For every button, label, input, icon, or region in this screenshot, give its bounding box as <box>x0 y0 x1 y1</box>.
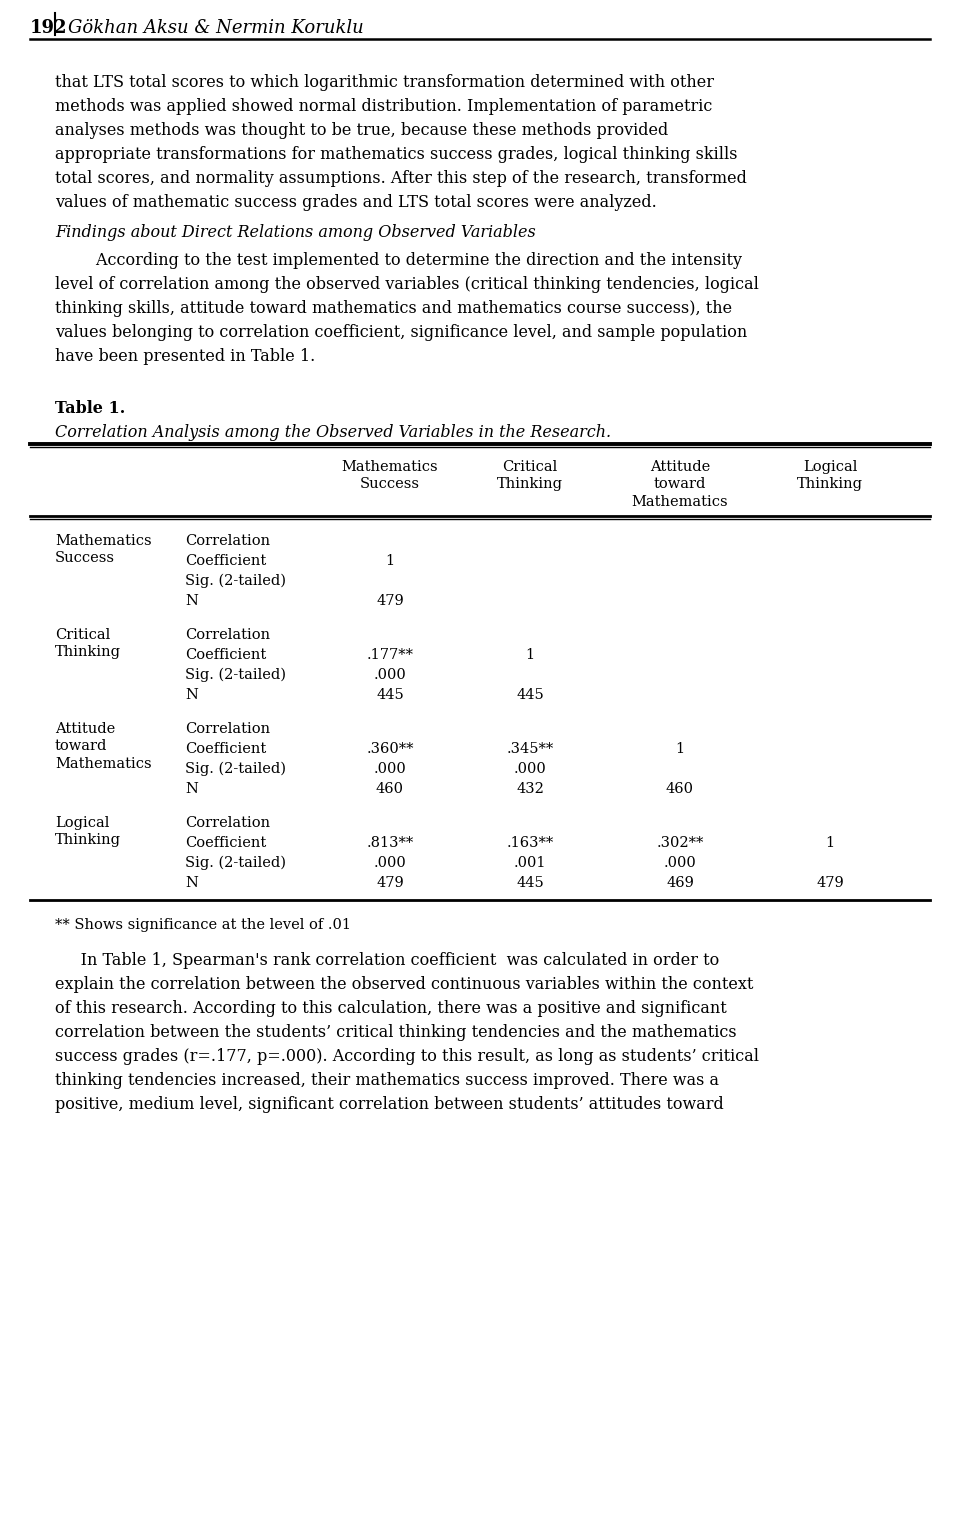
Text: Sig. (2-tailed): Sig. (2-tailed) <box>185 668 286 682</box>
Text: 192: 192 <box>30 18 67 37</box>
Text: Sig. (2-tailed): Sig. (2-tailed) <box>185 762 286 776</box>
Text: total scores, and normality assumptions. After this step of the research, transf: total scores, and normality assumptions.… <box>55 169 747 188</box>
Text: .000: .000 <box>663 856 696 870</box>
Text: .000: .000 <box>373 668 406 682</box>
Text: 479: 479 <box>376 876 404 890</box>
Text: positive, medium level, significant correlation between students’ attitudes towa: positive, medium level, significant corr… <box>55 1096 724 1113</box>
Text: .000: .000 <box>373 856 406 870</box>
Text: Sig. (2-tailed): Sig. (2-tailed) <box>185 856 286 871</box>
Text: values of mathematic success grades and LTS total scores were analyzed.: values of mathematic success grades and … <box>55 194 657 211</box>
Text: Coefficient: Coefficient <box>185 742 266 756</box>
Text: 479: 479 <box>816 876 844 890</box>
Text: correlation between the students’ critical thinking tendencies and the mathemati: correlation between the students’ critic… <box>55 1023 736 1040</box>
Text: Correlation: Correlation <box>185 628 270 642</box>
Text: Logical
Thinking: Logical Thinking <box>797 460 863 491</box>
Text: 445: 445 <box>516 688 544 702</box>
Text: Correlation: Correlation <box>185 816 270 830</box>
Text: Logical
Thinking: Logical Thinking <box>55 816 121 848</box>
Text: Correlation Analysis among the Observed Variables in the Research.: Correlation Analysis among the Observed … <box>55 425 612 442</box>
Text: .000: .000 <box>373 762 406 776</box>
Text: of this research. According to this calculation, there was a positive and signif: of this research. According to this calc… <box>55 1000 727 1017</box>
Text: N: N <box>185 594 198 608</box>
Text: According to the test implemented to determine the direction and the intensity: According to the test implemented to det… <box>55 252 742 269</box>
Text: .360**: .360** <box>367 742 414 756</box>
Text: .345**: .345** <box>506 742 554 756</box>
Text: values belonging to correlation coefficient, significance level, and sample popu: values belonging to correlation coeffici… <box>55 325 747 342</box>
Text: success grades (r=.177, p=.000). According to this result, as long as students’ : success grades (r=.177, p=.000). Accordi… <box>55 1048 759 1065</box>
Text: 460: 460 <box>376 782 404 796</box>
Text: thinking tendencies increased, their mathematics success improved. There was a: thinking tendencies increased, their mat… <box>55 1073 719 1090</box>
Text: have been presented in Table 1.: have been presented in Table 1. <box>55 348 315 365</box>
Text: N: N <box>185 688 198 702</box>
Text: Mathematics
Success: Mathematics Success <box>55 534 152 565</box>
Text: .813**: .813** <box>367 836 414 850</box>
Text: N: N <box>185 782 198 796</box>
Text: ** Shows significance at the level of .01: ** Shows significance at the level of .0… <box>55 917 351 933</box>
Text: Critical
Thinking: Critical Thinking <box>497 460 563 491</box>
Text: .177**: .177** <box>367 648 414 662</box>
Text: appropriate transformations for mathematics success grades, logical thinking ski: appropriate transformations for mathemat… <box>55 146 737 163</box>
Text: .000: .000 <box>514 762 546 776</box>
Text: Gökhan Aksu & Nermin Koruklu: Gökhan Aksu & Nermin Koruklu <box>68 18 364 37</box>
Text: that LTS total scores to which logarithmic transformation determined with other: that LTS total scores to which logarithm… <box>55 74 714 91</box>
Text: .163**: .163** <box>506 836 554 850</box>
Text: 1: 1 <box>385 554 395 568</box>
Text: Correlation: Correlation <box>185 534 270 548</box>
Text: Attitude
toward
Mathematics: Attitude toward Mathematics <box>55 722 152 771</box>
Text: 479: 479 <box>376 594 404 608</box>
Text: Findings about Direct Relations among Observed Variables: Findings about Direct Relations among Ob… <box>55 225 536 242</box>
Text: Sig. (2-tailed): Sig. (2-tailed) <box>185 574 286 588</box>
Text: analyses methods was thought to be true, because these methods provided: analyses methods was thought to be true,… <box>55 122 668 139</box>
Text: level of correlation among the observed variables (critical thinking tendencies,: level of correlation among the observed … <box>55 275 758 292</box>
Text: 1: 1 <box>525 648 535 662</box>
Text: Table 1.: Table 1. <box>55 400 125 417</box>
Text: 1: 1 <box>676 742 684 756</box>
Text: 445: 445 <box>516 876 544 890</box>
Text: Coefficient: Coefficient <box>185 554 266 568</box>
Text: Coefficient: Coefficient <box>185 836 266 850</box>
Text: explain the correlation between the observed continuous variables within the con: explain the correlation between the obse… <box>55 976 754 993</box>
Text: Coefficient: Coefficient <box>185 648 266 662</box>
Text: N: N <box>185 876 198 890</box>
Text: 432: 432 <box>516 782 544 796</box>
Text: Correlation: Correlation <box>185 722 270 736</box>
Text: 1: 1 <box>826 836 834 850</box>
Text: Critical
Thinking: Critical Thinking <box>55 628 121 659</box>
Text: methods was applied showed normal distribution. Implementation of parametric: methods was applied showed normal distri… <box>55 98 712 115</box>
Text: .302**: .302** <box>657 836 704 850</box>
Text: 445: 445 <box>376 688 404 702</box>
Text: Mathematics
Success: Mathematics Success <box>342 460 439 491</box>
Text: thinking skills, attitude toward mathematics and mathematics course success), th: thinking skills, attitude toward mathema… <box>55 300 732 317</box>
Text: 460: 460 <box>666 782 694 796</box>
Text: In Table 1, Spearman's rank correlation coefficient  was calculated in order to: In Table 1, Spearman's rank correlation … <box>55 953 719 970</box>
Text: .001: .001 <box>514 856 546 870</box>
Text: 469: 469 <box>666 876 694 890</box>
Text: Attitude
toward
Mathematics: Attitude toward Mathematics <box>632 460 729 508</box>
